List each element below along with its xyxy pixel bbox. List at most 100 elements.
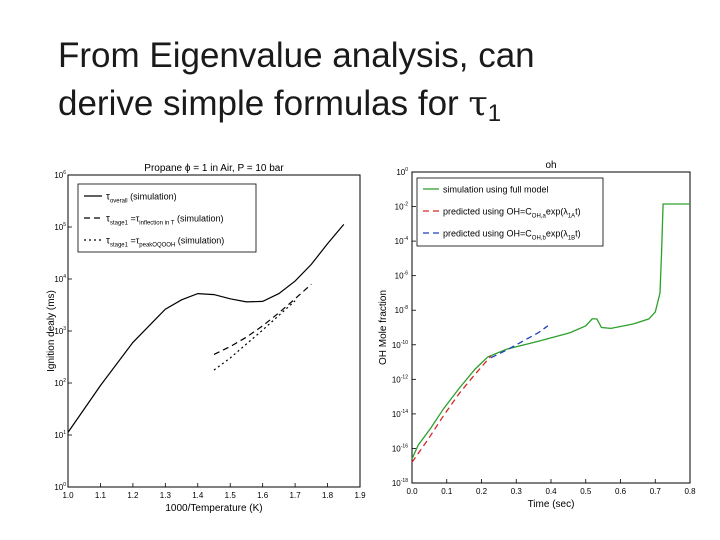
legend-subscript: stage1	[110, 243, 129, 249]
x-tick-label: 0.5	[580, 487, 592, 496]
y-tick-exponent: -2	[404, 202, 409, 208]
series-line-full	[411, 203, 690, 460]
y-tick-label: 103	[54, 326, 66, 336]
y-tick-base: 10	[395, 306, 404, 315]
x-tick-label: 1.3	[160, 491, 172, 500]
y-tick-exponent: -14	[401, 409, 408, 415]
y-tick-exponent: -10	[401, 340, 408, 346]
legend-text: predicted using OH=C	[443, 229, 532, 239]
slide-title-line2-text: derive simple formulas for	[58, 84, 469, 123]
legend-subscript: OH,b	[532, 236, 547, 242]
y-tick-base: 10	[54, 483, 63, 492]
x-axis-label: Time (sec)	[528, 499, 575, 510]
legend-text: (simulation)	[175, 214, 224, 224]
x-tick-label: 0.1	[441, 487, 453, 496]
y-axis-label: Ignition dealy (ms)	[46, 290, 57, 372]
x-tick-label: 0.7	[650, 487, 662, 496]
x-tick-label: 1.5	[225, 491, 237, 500]
legend-text: (simulation)	[175, 236, 224, 246]
y-tick-exponent: 3	[63, 326, 66, 332]
y-tick-label: 10-8	[395, 305, 409, 315]
y-tick-base: 10	[395, 272, 404, 281]
y-tick-base: 10	[54, 431, 63, 440]
x-tick-label: 1.1	[95, 491, 107, 500]
y-tick-exponent: 1	[63, 430, 66, 436]
y-tick-label: 10-4	[395, 236, 409, 246]
x-tick-label: 0.8	[684, 487, 696, 496]
legend-subscript: 1A	[568, 214, 575, 220]
y-tick-label: 100	[54, 482, 66, 492]
legend-symbol: τ	[106, 236, 110, 247]
legend-entry-stage1_inflection: τstage1 =τinflection in T (simulation)	[106, 214, 224, 227]
y-tick-exponent: -18	[401, 478, 408, 484]
legend-entry-pred_a: predicted using OH=COH,aexp(λ1At)	[443, 207, 581, 220]
x-tick-label: 1.4	[192, 491, 204, 500]
x-tick-label: 1.8	[322, 491, 334, 500]
y-tick-label: 104	[54, 274, 66, 284]
tau-symbol: τ	[468, 84, 488, 124]
legend-entry-pred_b: predicted using OH=COH,bexp(λ1Bt)	[443, 229, 581, 242]
y-tick-base: 10	[395, 203, 404, 212]
y-tick-exponent: -8	[404, 305, 409, 311]
y-tick-base: 10	[392, 444, 401, 453]
series-line-overall	[67, 224, 345, 433]
y-tick-exponent: 2	[63, 378, 66, 384]
x-tick-label: 1.2	[127, 491, 139, 500]
y-tick-label: 100	[396, 167, 408, 177]
chart-title: Propane ϕ = 1 in Air, P = 10 bar	[144, 163, 284, 174]
legend-box	[416, 177, 604, 247]
y-tick-exponent: -6	[404, 271, 409, 277]
y-tick-label: 102	[54, 378, 66, 388]
y-tick-label: 10-12	[392, 374, 408, 384]
y-tick-label: 105	[54, 222, 66, 232]
y-tick-exponent: 0	[63, 482, 66, 488]
y-tick-base: 10	[54, 171, 63, 180]
y-tick-label: 10-6	[395, 271, 409, 281]
legend-text: t)	[575, 229, 581, 239]
legend-text: exp(λ	[546, 229, 569, 239]
legend-text: t)	[575, 207, 581, 217]
y-tick-exponent: -12	[401, 374, 408, 380]
x-tick-label: 1.9	[354, 491, 366, 500]
x-axis-label: 1000/Temperature (K)	[165, 503, 262, 514]
y-tick-base: 10	[392, 341, 401, 350]
y-tick-exponent: 0	[405, 167, 408, 173]
y-tick-base: 10	[54, 379, 63, 388]
chart-title: oh	[545, 160, 556, 171]
legend-text: simulation using full model	[443, 185, 549, 195]
legend-entry-stage1_peak: τstage1 =τpeakOQOOH (simulation)	[106, 236, 224, 249]
legend-text: (simulation)	[128, 192, 177, 202]
y-tick-exponent: -4	[404, 236, 409, 242]
x-tick-label: 1.6	[257, 491, 269, 500]
x-tick-label: 1.7	[290, 491, 302, 500]
legend-symbol: τ	[106, 192, 110, 203]
legend-subscript: overall	[110, 199, 128, 205]
y-tick-label: 10-10	[392, 340, 408, 350]
legend-subscript: stage1	[110, 221, 129, 227]
legend-symbol: τ	[106, 214, 110, 225]
legend-entry-full: simulation using full model	[443, 185, 549, 195]
legend-text: predicted using OH=C	[443, 207, 532, 217]
legend-text: =τ	[128, 236, 140, 246]
y-tick-base: 10	[395, 237, 404, 246]
legend-box	[77, 183, 257, 253]
legend-subscript: inflection in T	[139, 221, 175, 227]
series-line-pred_a	[411, 355, 492, 463]
x-tick-label: 0.3	[511, 487, 523, 496]
y-tick-base: 10	[54, 223, 63, 232]
y-tick-exponent: 5	[63, 222, 66, 228]
series-line-stage1_peak	[213, 300, 296, 371]
legend-subscript: OH,a	[532, 214, 547, 220]
y-tick-exponent: -16	[401, 443, 408, 449]
y-tick-base: 10	[396, 168, 405, 177]
series-line-pred_b	[490, 325, 549, 359]
x-tick-label: 0.6	[615, 487, 627, 496]
legend-subscript: peakOQOOH	[139, 243, 175, 249]
legend-text: =τ	[128, 214, 140, 224]
y-tick-label: 10-2	[395, 202, 409, 212]
legend-text: exp(λ	[546, 207, 569, 217]
slide-title-line2: derive simple formulas for τ1	[58, 86, 501, 126]
y-tick-base: 10	[54, 275, 63, 284]
y-tick-label: 10-16	[392, 443, 408, 453]
